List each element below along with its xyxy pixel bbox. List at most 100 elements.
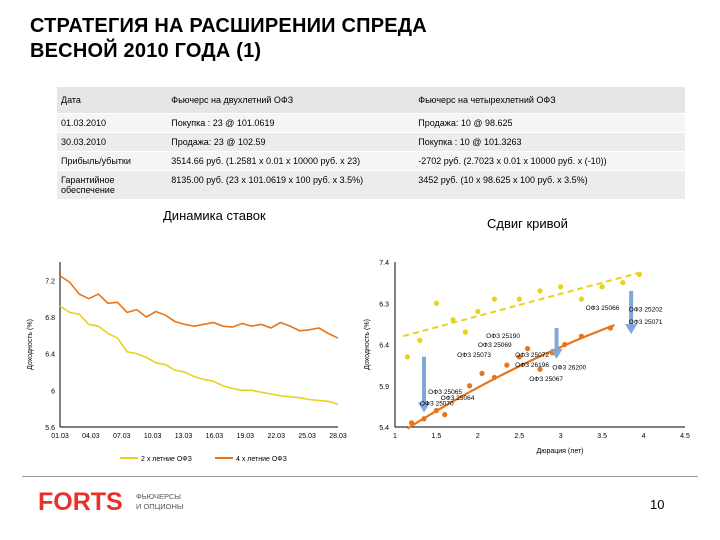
scatter-point bbox=[607, 325, 614, 331]
bond-label: ОФЗ 25070 bbox=[420, 401, 454, 408]
scatter-point bbox=[516, 354, 522, 360]
scatter-point bbox=[442, 412, 448, 418]
x-tick-label: 2.5 bbox=[514, 433, 524, 440]
bond-label: ОФЗ 25066 bbox=[586, 305, 620, 312]
x-tick-label: 2 bbox=[476, 433, 480, 440]
table-cell: 3452 руб. (10 x 98.625 x 100 руб. x 3.5%… bbox=[414, 170, 685, 200]
bond-label: ОФЗ 25064 bbox=[441, 395, 475, 402]
forts-logo-text: FORTS bbox=[38, 488, 123, 514]
scatter-point bbox=[620, 280, 626, 286]
bond-label: ОФЗ 25190 bbox=[486, 333, 520, 340]
scatter-point bbox=[562, 341, 568, 348]
y-tick-label: 6.4 bbox=[379, 343, 389, 350]
x-tick-label: 04.03 bbox=[82, 433, 100, 440]
table-row: 01.03.2010 Покупка : 23 @ 101.0619 Прода… bbox=[57, 113, 685, 133]
scatter-point bbox=[475, 308, 481, 315]
scatter-point bbox=[491, 374, 498, 381]
scatter-point bbox=[404, 354, 411, 360]
x-tick-label: 25.03 bbox=[298, 433, 316, 440]
bond-label: ОФЗ 25071 bbox=[629, 319, 663, 326]
table-header-row: Дата Фьючерс на двухлетний ОФЗ Фьючерс н… bbox=[57, 87, 685, 114]
page-number: 10 bbox=[650, 497, 665, 512]
header-cell-2y: Фьючерс на двухлетний ОФЗ bbox=[167, 87, 415, 114]
shift-arrow-head bbox=[625, 324, 638, 335]
y-tick-label: 6 bbox=[51, 388, 55, 395]
forts-logo-sub1: ФЬЮЧЕРСЫ bbox=[136, 492, 181, 501]
y-tick-label: 6.8 bbox=[45, 315, 55, 322]
rates-line-chart: 7.2 6.8 6.4 6 5.601.03 04.03 07.03 10.03 13.03 16… bbox=[27, 262, 347, 463]
trend-line-before bbox=[403, 270, 644, 338]
bond-label: ОФЗ 26200 bbox=[552, 364, 586, 371]
scatter-point bbox=[578, 333, 585, 339]
header-cell-date: Дата bbox=[57, 87, 168, 114]
table-cell: Гарантийное обеспечение bbox=[57, 170, 168, 200]
scatter-point bbox=[433, 407, 440, 414]
x-tick-label: 1.5 bbox=[432, 433, 442, 440]
scatter-point bbox=[537, 288, 543, 294]
x-tick-label: 3 bbox=[559, 433, 563, 440]
y-axis-label: Доходность (%) bbox=[27, 319, 34, 370]
slide-title-line1: СТРАТЕГИЯ НА РАСШИРЕНИИ СПРЕДА bbox=[30, 15, 427, 37]
y-tick-label: 6.3 bbox=[379, 301, 389, 308]
x-tick-label: 10.03 bbox=[144, 433, 162, 440]
table-cell: 01.03.2010 bbox=[57, 113, 168, 133]
y-axis-label: Доходность (%) bbox=[364, 319, 371, 370]
shift-arrow-head bbox=[418, 402, 430, 413]
y-tick-label: 6.4 bbox=[45, 352, 55, 359]
legend-label: 4 х летние ОФЗ bbox=[236, 456, 287, 463]
forts-logo: FORTS ФЬЮЧЕРСЫ И ОПЦИОНЫ bbox=[38, 488, 184, 514]
scatter-point bbox=[524, 346, 531, 352]
bond-label: ОФЗ 25067 bbox=[529, 376, 563, 383]
scatter-point bbox=[417, 337, 423, 343]
x-tick-label: 13.03 bbox=[175, 433, 193, 440]
x-axis-label: Дюрация (лет) bbox=[536, 448, 583, 455]
scatter-point bbox=[578, 296, 585, 302]
scatter-point bbox=[516, 296, 522, 302]
scatter-point bbox=[421, 416, 427, 422]
scatter-point bbox=[408, 420, 415, 426]
table-row: 30.03.2010 Продажа: 23 @ 102.59 Покупка … bbox=[57, 132, 685, 152]
table-cell: Продажа: 23 @ 102.59 bbox=[167, 132, 415, 152]
scatter-point bbox=[599, 284, 605, 290]
table-row: Прибыль/убытки 3514.66 руб. (1.2581 x 0.… bbox=[57, 151, 685, 171]
x-tick-label: 07.03 bbox=[113, 433, 131, 440]
right-chart-title: Сдвиг кривой bbox=[487, 216, 568, 231]
x-tick-label: 28.03 bbox=[329, 433, 347, 440]
forts-logo-sub2: И ОПЦИОНЫ bbox=[136, 502, 184, 511]
bond-label: ОФЗ 25069 bbox=[478, 342, 512, 349]
scatter-point bbox=[558, 284, 564, 290]
y-tick-label: 5.9 bbox=[379, 384, 389, 391]
scatter-point bbox=[433, 300, 440, 306]
table-cell: 8135.00 руб. (23 x 101.0619 x 100 руб. x… bbox=[167, 170, 415, 200]
x-tick-label: 16.03 bbox=[206, 433, 224, 440]
table-cell: Покупка : 23 @ 101.0619 bbox=[167, 113, 415, 133]
scatter-point bbox=[479, 370, 485, 376]
scatter-point bbox=[491, 296, 498, 302]
x-tick-label: 1 bbox=[393, 433, 397, 440]
bond-label: ОФЗ 25073 bbox=[457, 352, 491, 359]
x-tick-label: 4 bbox=[642, 433, 646, 440]
header-cell-4y: Фьючерс на четырехлетний ОФЗ bbox=[414, 87, 685, 114]
table-cell: Прибыль/убытки bbox=[57, 151, 168, 171]
scatter-point bbox=[636, 271, 643, 277]
y-tick-label: 7.2 bbox=[45, 278, 55, 285]
curve-shift-scatter-chart: 7.4 6.3 6.4 5.9 5.4 1 1.5 2 2.5 3 3.5 4 4.5 Дюрация (… bbox=[364, 260, 690, 455]
legend-label: 2 х летние ОФЗ bbox=[141, 456, 192, 463]
spread-table: Дата Фьючерс на двухлетний ОФЗ Фьючерс н… bbox=[57, 87, 685, 200]
x-tick-label: 01.03 bbox=[51, 433, 69, 440]
scatter-point bbox=[537, 366, 543, 372]
x-tick-label: 19.03 bbox=[237, 433, 255, 440]
y-tick-label: 5.6 bbox=[45, 425, 55, 432]
bond-label: ОФЗ 25202 bbox=[629, 307, 663, 314]
x-tick-label: 22.03 bbox=[267, 433, 285, 440]
y-tick-label: 5.4 bbox=[379, 425, 389, 432]
scatter-point bbox=[450, 317, 456, 323]
scatter-point bbox=[504, 362, 510, 368]
slide-title: СТРАТЕГИЯ НА РАСШИРЕНИИ СПРЕДА ВЕСНОЙ 20… bbox=[30, 14, 690, 64]
bond-label: ОФЗ 26196 bbox=[515, 362, 549, 369]
table-cell: Продажа: 10 @ 98.625 bbox=[414, 113, 685, 133]
bond-label: ОФЗ 25065 bbox=[428, 389, 462, 396]
shift-arrow-head bbox=[550, 348, 563, 359]
footer-divider bbox=[22, 476, 698, 477]
table-row: Гарантийное обеспечение 8135.00 руб. (23… bbox=[57, 170, 685, 200]
